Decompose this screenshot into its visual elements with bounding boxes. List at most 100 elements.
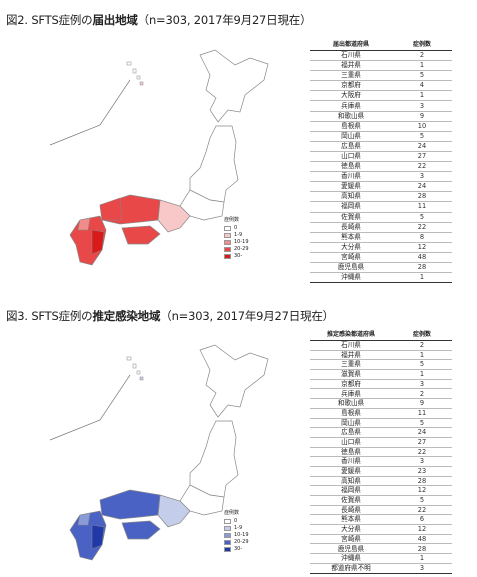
prefecture-cell: 愛媛県 xyxy=(310,181,392,193)
legend-swatch xyxy=(224,247,231,252)
okinawa-islands xyxy=(126,356,144,381)
count-cell: 28 xyxy=(392,543,452,555)
table-row: 福岡県 12 xyxy=(310,485,452,496)
prefecture-cell: 鹿児島県 xyxy=(310,543,392,555)
table-row: 香川県 3 xyxy=(310,171,452,183)
prefecture-cell: 宮崎県 xyxy=(310,252,392,263)
legend-row: 1-9 xyxy=(224,232,249,239)
prefecture-cell: 高知県 xyxy=(310,191,392,203)
figure1-table: 届出都道府県 症例数 石川県 2 福井県 1 三重県 5 京都府 4 大阪府 1 兵庫県 3 和歌山県 9… xyxy=(310,36,452,284)
table-header-count: 症例数 xyxy=(392,326,452,341)
prefecture-cell: 広島県 xyxy=(310,427,392,438)
legend-label: 10-19 xyxy=(234,239,249,245)
table-row: 和歌山県 9 xyxy=(310,111,452,122)
count-cell: 22 xyxy=(392,161,452,173)
table-row: 佐賀県 5 xyxy=(310,212,452,223)
count-cell: 1 xyxy=(392,369,452,380)
prefecture-cell: 愛媛県 xyxy=(310,466,392,477)
count-cell: 24 xyxy=(392,141,452,152)
legend-swatch xyxy=(224,519,231,524)
table-row: 石川県 2 xyxy=(310,340,452,351)
count-cell: 2 xyxy=(392,50,452,62)
table-row: 大阪府 1 xyxy=(310,90,452,102)
prefecture-cell: 大阪府 xyxy=(310,90,392,102)
table-row: 愛媛県 23 xyxy=(310,466,452,477)
table-row: 岡山県 5 xyxy=(310,131,452,142)
table-row: 和歌山県 9 xyxy=(310,398,452,409)
table-row: 香川県 3 xyxy=(310,456,452,467)
prefecture-cell: 鹿児島県 xyxy=(310,262,392,274)
table-row: 愛媛県 24 xyxy=(310,181,452,193)
legend-label: 20-29 xyxy=(234,539,249,545)
prefecture-cell: 岡山県 xyxy=(310,418,392,429)
table-header-row: 推定感染都道府県 症例数 xyxy=(310,326,452,341)
table-header-region: 届出都道府県 xyxy=(310,36,392,51)
legend-row: 1-9 xyxy=(224,525,249,532)
shikoku xyxy=(121,225,161,245)
count-cell: 5 xyxy=(392,495,452,506)
legend-row: 0 xyxy=(224,518,249,525)
count-cell: 5 xyxy=(392,70,452,82)
figure1-title-suffix: （n=303, 2017年9月27日現在） xyxy=(137,13,312,27)
prefecture-cell: 石川県 xyxy=(310,340,392,351)
count-cell: 28 xyxy=(392,476,452,487)
prefecture-cell: 島根県 xyxy=(310,121,392,132)
prefecture-cell: 沖縄県 xyxy=(310,553,392,564)
prefecture-cell: 山口県 xyxy=(310,437,392,448)
count-cell: 3 xyxy=(392,171,452,183)
prefecture-cell: 島根県 xyxy=(310,408,392,419)
hokkaido xyxy=(199,344,269,418)
table-row: 三重県 5 xyxy=(310,70,452,82)
prefecture-cell: 石川県 xyxy=(310,50,392,62)
count-cell: 11 xyxy=(392,201,452,213)
legend-row: 10-19 xyxy=(224,239,249,246)
table-row: 徳島県 22 xyxy=(310,161,452,173)
prefecture-cell: 長崎県 xyxy=(310,222,392,233)
legend-label: 10-19 xyxy=(234,532,249,538)
table-row: 福井県 1 xyxy=(310,350,452,361)
honshu-north xyxy=(189,420,239,498)
table-row: 長崎県 22 xyxy=(310,222,452,233)
legend-swatch xyxy=(224,226,231,231)
count-cell: 12 xyxy=(392,242,452,253)
count-cell: 28 xyxy=(392,191,452,203)
legend-label: 1-9 xyxy=(234,525,243,531)
prefecture-cell: 大分県 xyxy=(310,524,392,535)
count-cell: 1 xyxy=(392,553,452,564)
figure2-title-suffix: （n=303, 2017年9月27日現在） xyxy=(160,309,334,323)
okinawa-islands xyxy=(126,61,144,86)
prefecture-cell: 福岡県 xyxy=(310,201,392,213)
legend-row: 20-29 xyxy=(224,246,249,253)
legend-label: 1-9 xyxy=(234,232,243,238)
count-cell: 22 xyxy=(392,505,452,516)
figure1-map xyxy=(49,49,269,266)
table-row: 熊本県 8 xyxy=(310,232,452,243)
table-row: 鹿児島県 28 xyxy=(310,543,452,555)
count-cell: 5 xyxy=(392,212,452,223)
legend-swatch xyxy=(224,233,231,238)
legend-swatch xyxy=(224,254,231,259)
table-row: 佐賀県 5 xyxy=(310,495,452,506)
legend-label: 0 xyxy=(234,518,238,524)
prefecture-cell: 福井県 xyxy=(310,350,392,361)
table-row: 滋賀県 1 xyxy=(310,369,452,380)
table-row: 徳島県 22 xyxy=(310,447,452,458)
count-cell: 5 xyxy=(392,359,452,371)
okinawa-inset-line xyxy=(49,374,131,441)
table-row: 高知県 28 xyxy=(310,191,452,203)
prefecture-cell: 高知県 xyxy=(310,476,392,487)
count-cell: 12 xyxy=(392,485,452,496)
legend-title: 症例数 xyxy=(224,217,240,223)
okinawa-inset-line xyxy=(49,79,131,146)
figure2-table: 推定感染都道府県 症例数 石川県 2 福井県 1 三重県 5 滋賀県 1 京都府 3 兵庫県 2 和歌山… xyxy=(310,326,452,574)
count-cell: 5 xyxy=(392,418,452,429)
table-row: 宮崎県 48 xyxy=(310,252,452,263)
figure2-title-bold: 推定感染地域 xyxy=(92,309,161,323)
figure1-title: 図2. SFTS症例の届出地域（n=303, 2017年9月27日現在） xyxy=(6,12,312,28)
legend-row: 10-19 xyxy=(224,532,249,539)
table-row: 島根県 10 xyxy=(310,121,452,132)
legend-label: 30- xyxy=(234,546,243,552)
count-cell: 24 xyxy=(392,181,452,193)
count-cell: 6 xyxy=(392,514,452,526)
table-row: 宮崎県 48 xyxy=(310,534,452,545)
